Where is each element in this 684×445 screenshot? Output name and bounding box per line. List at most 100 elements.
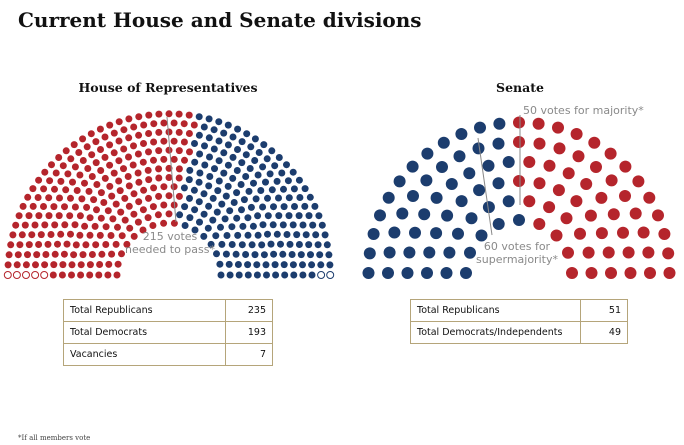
seat-total-republicans xyxy=(165,146,173,154)
seat-total-democrats xyxy=(269,221,277,229)
seat-total-republicans xyxy=(533,137,546,150)
seat-total-republicans xyxy=(5,251,13,259)
seat-total-republicans xyxy=(114,260,122,268)
seat-total-democrats xyxy=(305,212,313,220)
seat-total-democrats xyxy=(326,261,334,269)
seat-total-republicans xyxy=(84,165,92,172)
seat-total-republicans xyxy=(106,161,114,169)
seat-total-democrats xyxy=(317,261,325,269)
seat-total-republicans xyxy=(605,174,618,187)
seat-total-democrats xyxy=(220,129,228,137)
seat-total-republicans xyxy=(50,203,58,211)
seat-total-democrats xyxy=(235,271,243,279)
seat-total-democrats xyxy=(279,221,287,229)
seat-total-republicans xyxy=(25,212,33,220)
house-democrats-label: Total Democrats xyxy=(63,321,226,344)
seat-total-republicans xyxy=(33,251,41,259)
house-republicans-value: 235 xyxy=(225,299,273,322)
seat-total-republicans xyxy=(49,271,57,279)
seat-total-democrats xyxy=(286,240,294,248)
seat-total-democrats xyxy=(247,143,255,151)
seat-total-republicans xyxy=(115,177,123,185)
seat-total-republicans xyxy=(106,121,114,129)
seat-total-republicans xyxy=(41,261,49,269)
seat-total-democrats xyxy=(311,202,319,210)
seat-total-democrats xyxy=(220,149,228,157)
seat-total-republicans xyxy=(102,223,110,231)
seat-total-republicans xyxy=(29,202,37,210)
seat-total-republicans xyxy=(120,145,128,153)
seat-total-democrats xyxy=(251,135,259,143)
seat-total-democrats xyxy=(191,140,198,147)
seat-total-republicans xyxy=(61,203,68,211)
seat-total-republicans xyxy=(662,247,675,260)
seat-total-republicans xyxy=(135,198,143,206)
seat-total-democrats xyxy=(275,212,283,220)
seat-total-republicans xyxy=(120,165,127,173)
seat-total-democrats xyxy=(200,190,208,198)
seat-total-democrats xyxy=(273,230,281,238)
seat-total-republicans xyxy=(150,120,158,128)
seat-total-republicans xyxy=(72,241,80,249)
seat-total-republicans xyxy=(155,147,163,155)
seat-total-republicans xyxy=(81,222,89,230)
seat-total-democrats xyxy=(305,241,313,249)
seat-total-republicans xyxy=(619,190,631,202)
seat-total-republicans xyxy=(35,241,43,248)
seat-total-republicans xyxy=(125,153,132,161)
seat-total-republicans xyxy=(130,142,137,150)
seat-total-republicans xyxy=(644,267,656,279)
seat-total-republicans xyxy=(18,231,26,239)
seat-total-republicans xyxy=(100,199,108,206)
seat-total-republicans xyxy=(41,168,49,176)
seat-total-democrats-independents xyxy=(475,229,488,242)
seat-total-democrats xyxy=(288,251,296,258)
seat-total-democrats xyxy=(201,142,208,150)
seat-total-democrats-independents xyxy=(452,227,464,240)
seat-total-democrats xyxy=(270,250,278,258)
table-row: Vacancies 7 xyxy=(63,343,273,366)
seat-total-republicans xyxy=(24,251,31,259)
seat-total-democrats-independents xyxy=(502,195,515,208)
seat-total-republicans xyxy=(64,170,72,178)
seat-total-democrats xyxy=(259,163,267,171)
seat-total-republicans xyxy=(150,184,158,192)
seat-vacancies xyxy=(40,271,49,279)
seat-total-republicans xyxy=(130,190,138,198)
seat-total-republicans xyxy=(170,119,178,127)
seat-total-republicans xyxy=(170,155,178,163)
seat-total-republicans xyxy=(160,155,168,163)
seat-total-democrats-independents xyxy=(440,267,453,279)
seat-total-republicans xyxy=(125,134,133,142)
seat-total-democrats-independents xyxy=(513,214,525,226)
seat-total-democrats-independents xyxy=(403,246,416,259)
seat-total-republicans xyxy=(61,221,69,229)
seat-total-republicans xyxy=(29,185,37,193)
seat-total-democrats xyxy=(215,137,223,145)
seat-total-republicans xyxy=(42,251,50,258)
seat-total-democrats xyxy=(309,221,317,229)
seat-total-republicans xyxy=(59,261,67,269)
seat-total-republicans xyxy=(118,250,125,258)
seat-total-republicans xyxy=(79,251,87,259)
seat-total-democrats xyxy=(200,123,208,131)
seat-total-republicans xyxy=(106,182,114,190)
seat-total-republicans xyxy=(109,215,117,223)
seat-total-republicans xyxy=(139,226,147,234)
seat-vacancies xyxy=(12,271,21,279)
seat-total-republicans xyxy=(76,231,84,239)
seat-total-democrats xyxy=(280,203,288,211)
seat-total-republicans xyxy=(185,130,193,137)
seat-total-democrats xyxy=(262,178,269,186)
senate-chart-title: Senate xyxy=(496,80,544,95)
seat-total-democrats xyxy=(301,185,309,193)
seat-total-democrats xyxy=(215,118,223,126)
seat-total-democrats xyxy=(222,192,230,200)
seat-total-democrats xyxy=(226,207,234,215)
seat-total-democrats xyxy=(215,157,223,165)
senate-republicans-label: Total Republicans xyxy=(410,299,581,322)
seat-total-democrats-independents xyxy=(482,201,495,214)
seat-total-democrats xyxy=(254,212,262,220)
house-pass-line xyxy=(166,116,177,223)
seat-total-democrats-independents xyxy=(383,246,396,259)
